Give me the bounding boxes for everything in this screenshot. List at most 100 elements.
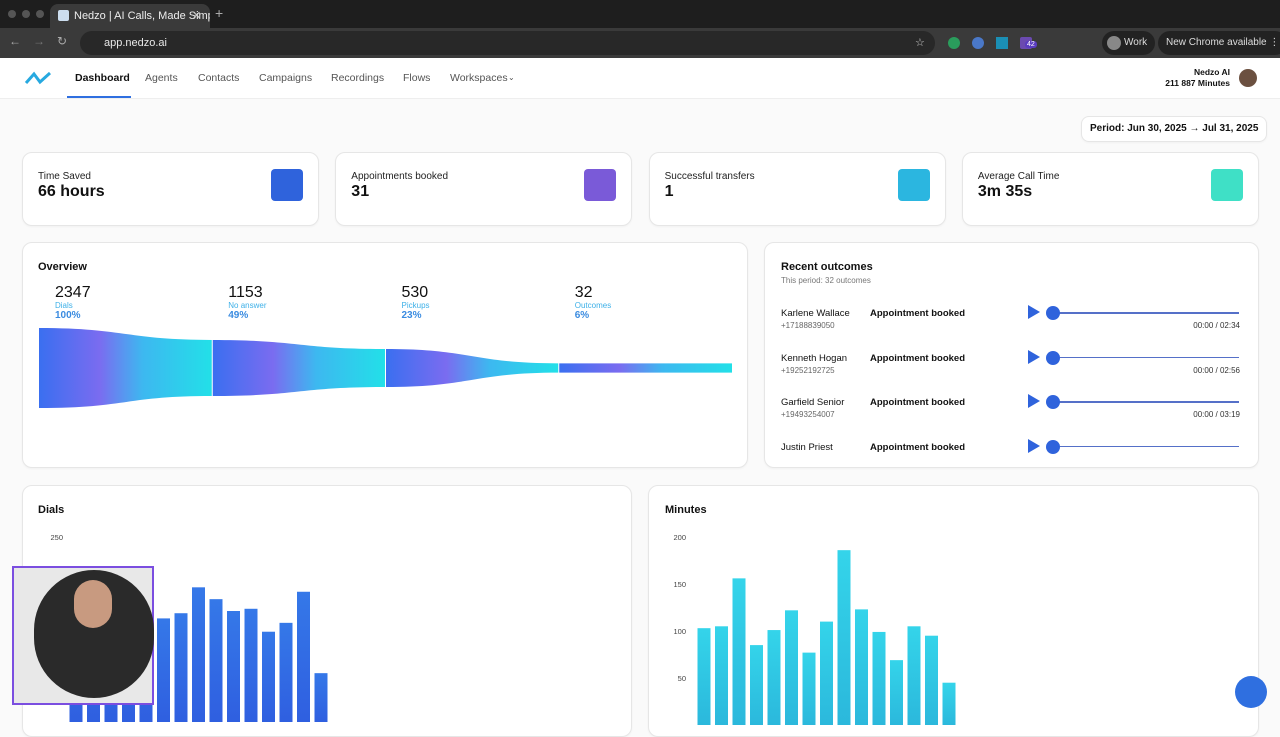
stage-value: 2347 <box>55 284 91 301</box>
stage-percent: 100% <box>55 310 81 321</box>
outcome: Appointment booked <box>870 441 965 453</box>
period-picker[interactable]: Period: Jun 30, 2025 → Jul 31, 2025 <box>1081 116 1268 142</box>
audio-thumb[interactable] <box>1046 395 1060 409</box>
nav-item[interactable]: Contacts <box>198 72 240 84</box>
stat-label: Average Call Time <box>977 171 1060 182</box>
new-tab[interactable]: + <box>215 5 224 21</box>
stat-card: Appointments booked 31 <box>335 152 633 226</box>
stat-card: Time Saved 66 hours <box>22 152 319 226</box>
outcome: Appointment booked <box>870 352 965 364</box>
funnel-segment <box>385 348 559 388</box>
outcome: Appointment booked <box>870 308 965 319</box>
stat-icon <box>897 169 930 201</box>
bar <box>907 626 921 725</box>
window-dot[interactable] <box>22 10 30 18</box>
update-notice: New Chrome available <box>1166 37 1267 48</box>
play-button[interactable] <box>1028 349 1040 364</box>
tab-close[interactable]: ✕ <box>192 10 202 22</box>
audio-time: 00:00 / 02:34 <box>1193 321 1240 330</box>
card-subtitle: This period: 32 outcomes <box>781 276 871 285</box>
caller-name: Karlene Wallace <box>781 308 850 319</box>
chat-launcher[interactable] <box>1235 676 1267 708</box>
audio-thumb[interactable] <box>1046 306 1060 320</box>
back[interactable]: ← <box>9 34 21 48</box>
bar <box>837 550 851 725</box>
outcomes-card: Recent outcomes This period: 32 outcomes… <box>764 242 1259 468</box>
audio-time: 00:00 / 02:56 <box>1193 365 1240 375</box>
stat-value: 3m 35s <box>977 183 1033 200</box>
account-name: Nedzo AI <box>1193 67 1230 77</box>
account-avatar[interactable] <box>1239 69 1257 87</box>
window-dot[interactable] <box>8 10 16 18</box>
audio-thumb[interactable] <box>1046 350 1060 365</box>
chart-card: Minutes 200 150 100 50 <box>648 485 1259 737</box>
update-pill[interactable]: New Chrome available ⋮ <box>1158 31 1280 55</box>
tab[interactable]: Nedzo | AI Calls, Made Simpl ✕ <box>50 4 210 28</box>
stat-value: 31 <box>351 183 370 200</box>
address-bar: ← → ↻ app.nedzo.ai ☆ 42 Work New Chrome … <box>0 28 1280 58</box>
nav-item[interactable]: Flows <box>403 72 431 84</box>
nav-item[interactable]: Recordings <box>331 72 385 84</box>
audio-track <box>1053 445 1239 447</box>
bar <box>227 611 240 722</box>
account[interactable]: Nedzo AI 211 887 Minutes <box>1165 67 1230 89</box>
y-tick-label: 100 <box>673 627 686 636</box>
card-title: Overview <box>38 261 87 273</box>
extension[interactable] <box>996 37 1008 49</box>
bookmark[interactable]: ☆ <box>915 37 925 49</box>
funnel-segment <box>558 363 732 373</box>
play-button[interactable] <box>1028 305 1040 319</box>
caller-name: Justin Priest <box>781 441 833 453</box>
extension-badge: 42 <box>1025 41 1037 48</box>
nav-item[interactable]: Workspaces <box>450 72 508 84</box>
card-title: Recent outcomes <box>781 261 873 273</box>
bar <box>802 652 816 725</box>
forward[interactable]: → <box>33 34 45 48</box>
favicon <box>58 10 69 21</box>
bar <box>925 635 938 725</box>
nav-item[interactable]: Dashboard <box>75 72 130 84</box>
logo[interactable] <box>24 71 52 85</box>
bar <box>262 631 275 722</box>
play-button[interactable] <box>1028 394 1040 408</box>
caller-name: Garfield Senior <box>781 397 845 408</box>
bar <box>942 682 956 725</box>
reload[interactable]: ↻ <box>57 34 68 48</box>
bar <box>785 610 798 725</box>
audio-time: 00:00 / 03:19 <box>1193 410 1240 419</box>
url-field[interactable]: app.nedzo.ai ☆ <box>80 31 935 55</box>
play-button[interactable] <box>1028 438 1040 453</box>
extension[interactable] <box>972 37 984 49</box>
stage-label: Dials <box>55 301 73 310</box>
audio-track <box>1053 356 1239 358</box>
stat-value: 1 <box>664 183 674 200</box>
funnel-segment <box>39 328 213 408</box>
stage-label: Outcomes <box>575 301 611 310</box>
bar <box>314 673 328 722</box>
nav-item[interactable]: Campaigns <box>259 72 313 84</box>
profile[interactable]: Work <box>1102 31 1156 55</box>
audio-thumb[interactable] <box>1046 439 1060 454</box>
funnel-segment <box>212 339 386 397</box>
bar <box>697 628 711 725</box>
nav-item[interactable]: Agents <box>145 72 178 84</box>
caller-phone: +17188839050 <box>781 321 835 330</box>
bar <box>715 626 728 725</box>
account-minutes: 211 887 Minutes <box>1165 78 1230 88</box>
bar <box>192 587 205 722</box>
y-tick-label: 150 <box>673 580 686 589</box>
stat-icon <box>584 169 617 201</box>
window-dot[interactable] <box>36 10 44 18</box>
bar <box>174 613 188 722</box>
y-tick-label: 50 <box>678 674 686 683</box>
bar <box>244 608 258 722</box>
extension[interactable] <box>948 37 960 49</box>
stage-value: 1153 <box>228 284 263 301</box>
y-tick-label: 200 <box>673 533 686 542</box>
bar <box>279 622 293 722</box>
stage-percent: 23% <box>402 310 422 321</box>
caller-phone: +19493254007 <box>781 410 835 419</box>
stat-card: Average Call Time 3m 35s <box>961 152 1259 226</box>
